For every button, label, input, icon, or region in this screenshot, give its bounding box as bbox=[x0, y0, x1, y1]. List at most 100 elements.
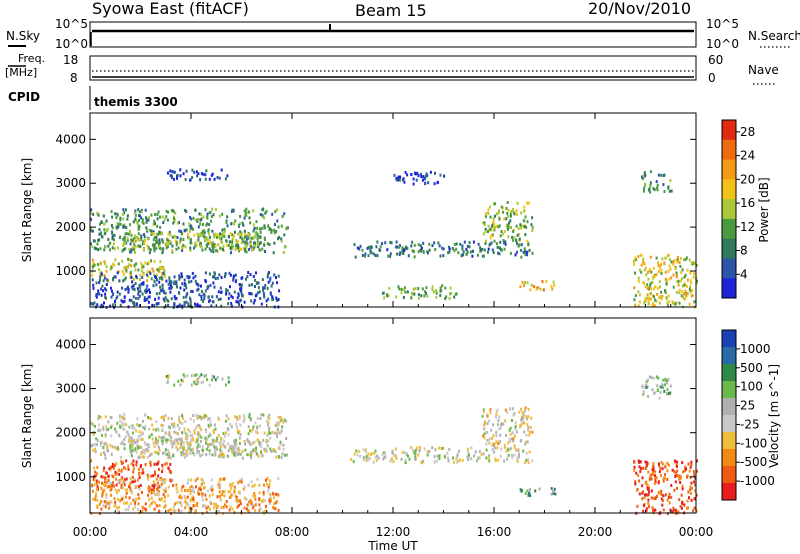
data-cell bbox=[155, 241, 158, 245]
data-cell bbox=[181, 275, 184, 279]
data-cell bbox=[217, 243, 220, 247]
colorbar-tick-label: 4 bbox=[740, 267, 748, 281]
data-cell bbox=[384, 452, 387, 456]
data-cell bbox=[192, 504, 195, 508]
data-cell bbox=[191, 436, 194, 440]
data-cell bbox=[122, 272, 125, 276]
data-cell bbox=[156, 441, 159, 445]
data-cell bbox=[130, 233, 133, 237]
data-cell bbox=[200, 172, 203, 176]
data-cell bbox=[498, 246, 501, 250]
data-cell bbox=[435, 295, 438, 299]
data-cell bbox=[123, 299, 126, 303]
data-cell bbox=[224, 434, 226, 438]
data-cell bbox=[175, 240, 178, 244]
data-cell bbox=[690, 498, 693, 502]
data-cell bbox=[365, 454, 368, 458]
data-cell bbox=[119, 303, 122, 307]
data-cell bbox=[119, 414, 122, 417]
data-cell bbox=[218, 214, 221, 218]
data-cell bbox=[222, 505, 225, 509]
data-cell bbox=[229, 240, 231, 244]
data-cell bbox=[200, 482, 203, 486]
data-cell bbox=[494, 457, 497, 461]
data-cell bbox=[98, 281, 101, 284]
data-cell bbox=[515, 213, 518, 216]
data-cell bbox=[125, 491, 128, 495]
data-cell bbox=[680, 294, 683, 298]
nave-label: Nave bbox=[748, 63, 779, 77]
data-cell bbox=[633, 465, 636, 469]
data-cell bbox=[102, 428, 105, 431]
data-cell bbox=[273, 241, 276, 245]
data-cell bbox=[160, 416, 163, 419]
data-cell bbox=[164, 504, 167, 508]
data-cell bbox=[120, 486, 123, 489]
data-cell bbox=[226, 244, 229, 247]
data-cell bbox=[246, 453, 249, 457]
data-cell bbox=[131, 454, 133, 458]
data-cell bbox=[525, 458, 528, 462]
data-cell bbox=[391, 457, 393, 461]
data-cell bbox=[163, 218, 166, 222]
data-cell bbox=[201, 445, 204, 449]
data-cell bbox=[266, 415, 269, 419]
data-cell bbox=[199, 415, 202, 419]
data-cell bbox=[519, 488, 522, 492]
data-cell bbox=[91, 423, 94, 426]
data-cell bbox=[147, 415, 150, 419]
data-cell bbox=[138, 304, 141, 308]
data-cell bbox=[110, 434, 113, 438]
data-cell bbox=[90, 217, 93, 221]
data-cell bbox=[268, 426, 271, 430]
data-cell bbox=[262, 490, 265, 494]
data-cell bbox=[263, 447, 266, 451]
data-cell bbox=[222, 493, 225, 497]
data-cell bbox=[182, 450, 184, 454]
data-cell bbox=[119, 216, 122, 220]
data-cell bbox=[659, 466, 662, 470]
data-cell bbox=[137, 438, 140, 442]
data-cell bbox=[258, 248, 261, 252]
data-cell bbox=[206, 442, 209, 446]
data-cell bbox=[277, 225, 280, 229]
data-cell bbox=[232, 448, 235, 452]
data-cell bbox=[132, 284, 135, 288]
data-cell bbox=[406, 247, 409, 250]
data-cell bbox=[633, 460, 636, 464]
data-cell bbox=[666, 304, 669, 308]
data-cell bbox=[663, 383, 666, 387]
data-cell bbox=[447, 251, 449, 255]
data-cell bbox=[674, 480, 677, 484]
data-cell bbox=[104, 500, 107, 504]
data-cell bbox=[244, 448, 247, 452]
data-cell bbox=[137, 207, 140, 211]
data-cell bbox=[93, 301, 96, 305]
data-cell bbox=[672, 285, 675, 289]
data-cell bbox=[218, 176, 221, 180]
data-cell bbox=[253, 226, 256, 230]
colorbar-tick-label: 8 bbox=[740, 244, 748, 258]
data-cell bbox=[466, 244, 469, 248]
data-cell bbox=[137, 493, 140, 497]
data-cell bbox=[112, 481, 114, 485]
data-cell bbox=[522, 413, 525, 417]
data-cell bbox=[130, 299, 133, 303]
data-cell bbox=[151, 243, 154, 247]
data-cell bbox=[487, 456, 490, 460]
data-cell bbox=[263, 293, 266, 297]
data-cell bbox=[221, 228, 224, 232]
data-cell bbox=[218, 495, 221, 498]
data-cell bbox=[485, 456, 488, 460]
data-cell bbox=[275, 455, 278, 459]
data-cell bbox=[646, 484, 649, 487]
data-cell bbox=[228, 235, 230, 239]
data-cell bbox=[128, 425, 131, 429]
data-cell bbox=[206, 212, 209, 216]
data-cell bbox=[125, 459, 128, 463]
data-cell bbox=[553, 283, 556, 287]
data-cell bbox=[413, 255, 416, 259]
data-cell bbox=[161, 470, 163, 474]
data-cell bbox=[176, 285, 178, 289]
data-cell bbox=[149, 490, 152, 494]
